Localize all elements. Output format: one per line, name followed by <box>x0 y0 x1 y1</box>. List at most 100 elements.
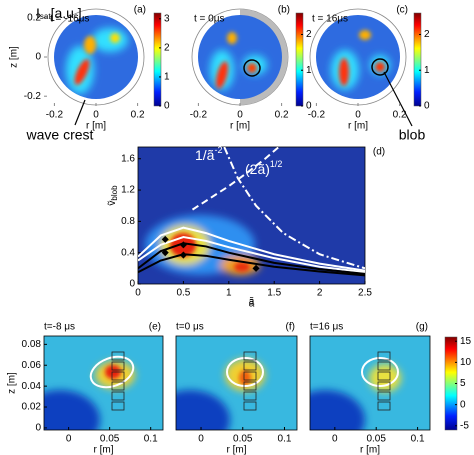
colorbar-tick-label: 0 <box>460 399 466 410</box>
quantity-unit: [a.u.] <box>51 5 82 21</box>
x-tick-label: 0 <box>135 288 141 299</box>
colorbar-tick-label: 2 <box>164 43 170 54</box>
x-tick-label: 0 <box>237 110 243 121</box>
y-tick-label: 0.8 <box>121 216 135 227</box>
x-tick-label: 0.2 <box>131 110 145 121</box>
y-axis-symbol: ṽ <box>107 201 118 206</box>
plot-frame <box>309 335 431 431</box>
curve <box>191 147 280 211</box>
curve <box>223 147 365 270</box>
curve <box>138 253 365 277</box>
colorbar <box>153 12 162 107</box>
colorbar-tick-label: 2 <box>306 29 312 40</box>
data-point <box>161 249 169 257</box>
colorbar-tick-label: 3 <box>164 13 170 24</box>
x-tick-label: -0.2 <box>308 110 326 121</box>
x-axis-label: r [m] <box>360 445 380 455</box>
time-label: t = -16μs <box>50 14 89 25</box>
x-axis-label: r [m] <box>230 121 250 132</box>
y-axis-sub: blob <box>110 185 119 201</box>
x-axis-label: r [m] <box>86 121 106 132</box>
x-tick-label: 0 <box>332 434 338 445</box>
y-tick-label: -0.2 <box>24 91 42 102</box>
y-tick-label: 0.2 <box>27 12 41 23</box>
annotation: blob <box>399 127 426 143</box>
panel-label: (d) <box>373 147 385 158</box>
y-tick-label: 0 <box>35 423 41 434</box>
x-tick-label: 0.05 <box>233 434 253 445</box>
plot-area <box>138 147 365 277</box>
plot-frame <box>175 335 298 431</box>
curve-label-text: (2ã) <box>245 161 270 177</box>
x-tick-label: 0.2 <box>275 110 289 121</box>
x-tick-label: 1.5 <box>267 288 281 299</box>
colorbar-tick-label: 10 <box>460 357 472 368</box>
x-tick-label: 0.2 <box>393 110 407 121</box>
y-tick-label: 0 <box>35 52 41 63</box>
x-tick-label: 0.1 <box>144 434 158 445</box>
quantity-label: Isat[a.u.] <box>36 5 82 21</box>
time-label: t=0 μs <box>176 322 204 333</box>
x-tick-label: 0.05 <box>100 434 120 445</box>
colorbar-tick-label: 0 <box>306 101 312 112</box>
annotation: wave crest <box>26 127 94 143</box>
curve-label: 1/ã-2 <box>195 145 222 162</box>
y-tick-label: 0.06 <box>22 360 42 371</box>
colorbar <box>413 12 422 107</box>
x-tick-label: 0.05 <box>366 434 386 445</box>
x-tick-label: 0 <box>355 110 361 121</box>
curve <box>138 242 365 275</box>
x-tick-label: 2 <box>317 288 323 299</box>
colorbar-tick-label: 15 <box>460 336 472 347</box>
y-tick-label: 1.6 <box>121 153 135 164</box>
curve-label-sup: 1/2 <box>270 159 283 169</box>
time-label: t=-8 μs <box>44 322 75 333</box>
colorbar-tick-label: 1 <box>306 65 312 76</box>
x-tick-label: 0 <box>66 434 72 445</box>
curve-label-text: 1/ã <box>195 147 215 163</box>
x-axis-label: r [m] <box>227 445 247 455</box>
curve <box>138 226 365 272</box>
x-tick-label: 0.1 <box>278 434 292 445</box>
colorbar-tick-label: 2 <box>424 29 430 40</box>
x-tick-label: 1 <box>226 288 232 299</box>
x-tick-label: -0.2 <box>46 110 64 121</box>
x-axis-label: r [m] <box>348 121 368 132</box>
y-axis-label: ṽblob <box>107 185 119 206</box>
curve <box>138 235 365 274</box>
curve-label: (2ã)1/2 <box>245 159 282 176</box>
y-tick-label: 0.08 <box>22 339 42 350</box>
colorbar-tick-label: 0 <box>424 101 430 112</box>
x-axis-label: r [m] <box>94 445 114 455</box>
panel-label: (c) <box>396 5 408 16</box>
y-tick-label: 0.4 <box>121 247 135 258</box>
data-point <box>179 251 187 259</box>
plot-frame <box>43 335 164 431</box>
plot-frame <box>137 146 366 285</box>
x-axis-label: ã <box>249 299 255 310</box>
panel-label: (b) <box>278 5 290 16</box>
data-point <box>161 235 169 243</box>
y-tick-label: 0.04 <box>22 381 42 392</box>
panel-label: (f) <box>286 322 295 333</box>
time-label: t = 0μs <box>194 14 225 25</box>
x-tick-label: 2.5 <box>358 288 372 299</box>
colorbar-tick-label: 0 <box>164 101 170 112</box>
panel-label: (e) <box>149 322 161 333</box>
time-label: t=16 μs <box>310 322 343 333</box>
y-axis-label: z [m] <box>9 46 20 68</box>
y-tick-label: 1.2 <box>121 185 135 196</box>
x-axis-label: ã <box>249 297 255 308</box>
quantity-sub: sat <box>40 12 51 21</box>
panel-label: (a) <box>134 5 146 16</box>
data-point <box>179 241 187 249</box>
x-tick-label: 0.5 <box>176 288 190 299</box>
x-tick-label: 0 <box>198 434 204 445</box>
x-tick-label: 0.1 <box>411 434 425 445</box>
colorbar-tick-label: 5 <box>460 378 466 389</box>
heatmap-image <box>44 8 430 430</box>
y-axis-label: z [m] <box>7 372 18 394</box>
colorbar-tick-label: 1 <box>164 72 170 83</box>
panel-label: (g) <box>416 322 428 333</box>
